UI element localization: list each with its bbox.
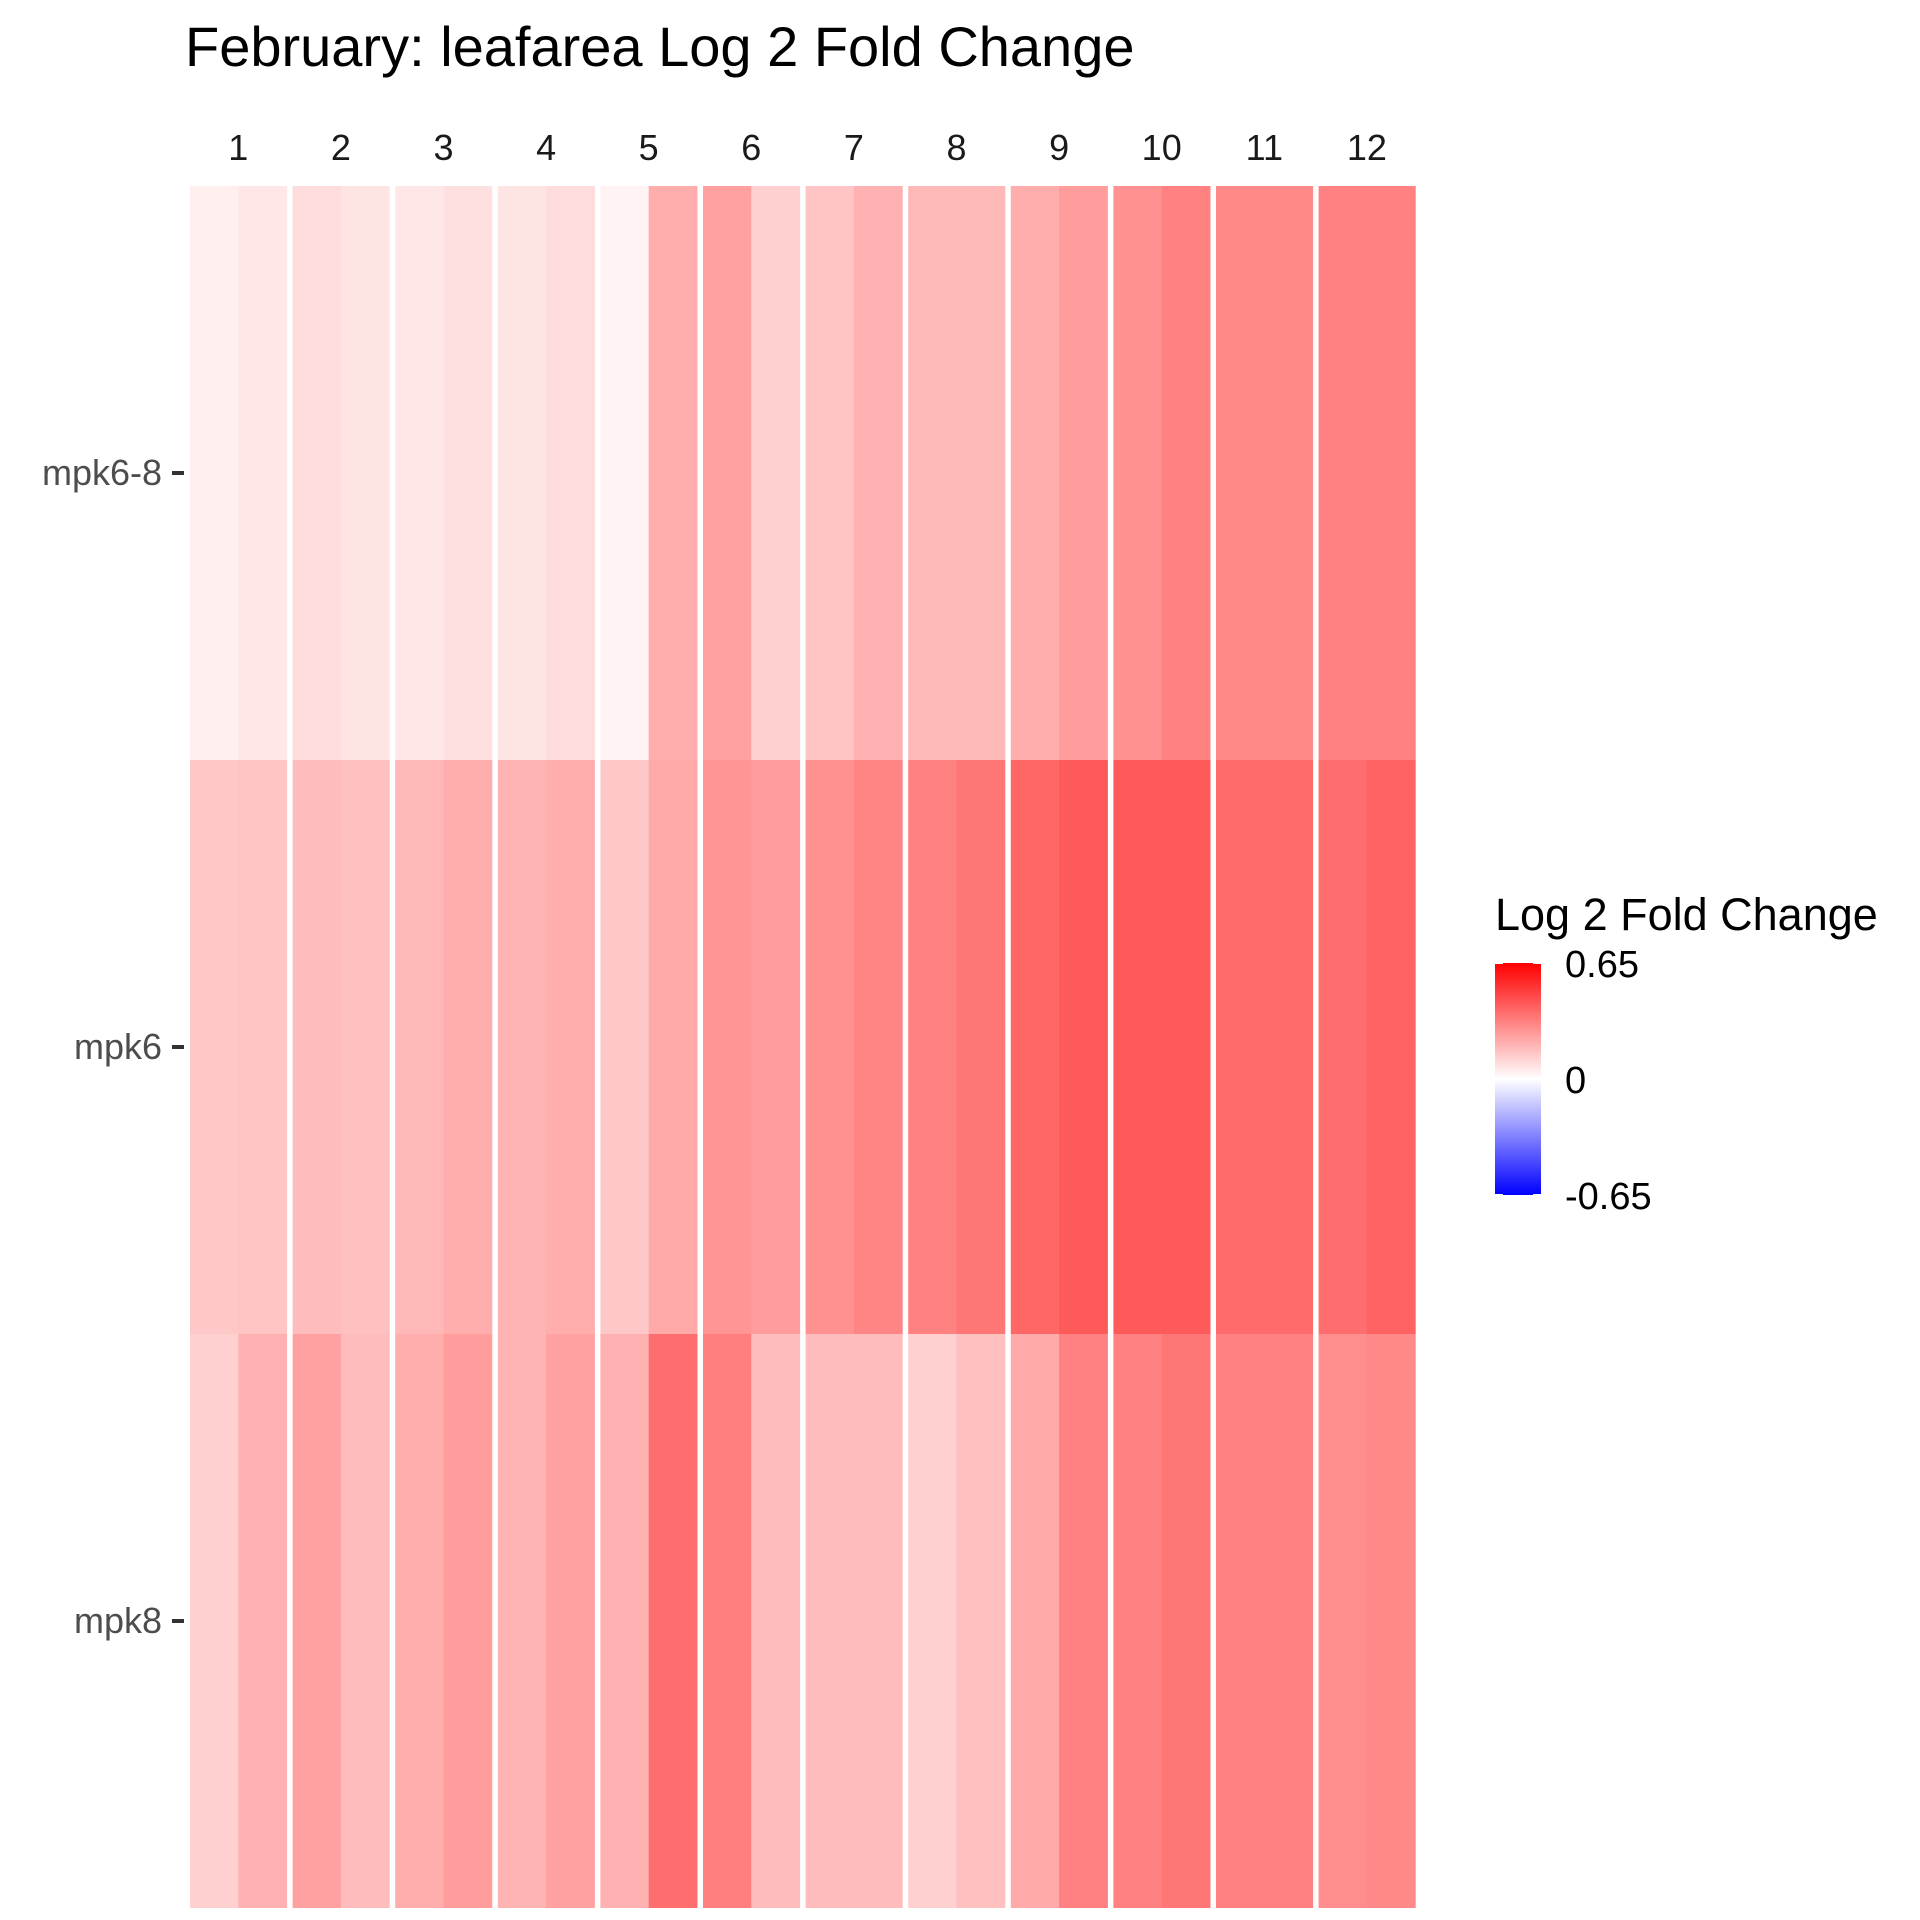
row-label-mpk6-8: mpk6-8 — [42, 452, 162, 493]
heatmap-cell-mpk6-8-col8-sub2 — [956, 186, 1006, 760]
legend-title: Log 2 Fold Change — [1495, 889, 1878, 940]
heatmap-cell-mpk8-col3-sub2 — [443, 1334, 493, 1908]
heatmap-cell-mpk6-8-col9-sub1 — [1010, 186, 1060, 760]
heatmap-cell-mpk6-8-col7-sub2 — [853, 186, 903, 760]
heatmap-cell-mpk8-col7-sub1 — [805, 1334, 855, 1908]
heatmap-cell-mpk8-col11-sub2 — [1264, 1334, 1314, 1908]
legend-tick-label-0: 0 — [1565, 1060, 1586, 1102]
heatmap-cell-mpk8-col10-sub2 — [1161, 1334, 1211, 1908]
heatmap-cells — [190, 186, 1416, 1908]
heatmap-cell-mpk6-col1-sub2 — [238, 760, 288, 1334]
legend-tick-label-0.65: 0.65 — [1565, 944, 1639, 986]
column-label-8: 8 — [946, 127, 966, 168]
heatmap-cell-mpk6-8-col6-sub1 — [703, 186, 752, 760]
heatmap-cell-mpk8-col10-sub1 — [1113, 1334, 1163, 1908]
heatmap-cell-mpk6-8-col10-sub2 — [1161, 186, 1211, 760]
row-labels: mpk6-8 mpk6 mpk8 — [42, 452, 184, 1641]
heatmap-cell-mpk6-col10-sub2 — [1161, 760, 1211, 1334]
heatmap-cell-mpk6-8-col8-sub1 — [908, 186, 957, 760]
heatmap-cell-mpk8-col5-sub1 — [600, 1334, 650, 1908]
heatmap-cell-mpk6-8-col11-sub2 — [1264, 186, 1314, 760]
heatmap-cell-mpk6-8-col5-sub2 — [648, 186, 698, 760]
heatmap-cell-mpk6-col4-sub2 — [546, 760, 595, 1334]
heatmap-cell-mpk6-col12-sub1 — [1318, 760, 1368, 1334]
heatmap-cell-mpk8-col2-sub1 — [292, 1334, 342, 1908]
heatmap-cell-mpk6-col6-sub1 — [703, 760, 752, 1334]
column-label-12: 12 — [1347, 127, 1387, 168]
heatmap-cell-mpk6-col4-sub1 — [497, 760, 547, 1334]
heatmap-cell-mpk6-col3-sub2 — [443, 760, 493, 1334]
heatmap-cell-mpk6-8-col1-sub1 — [190, 186, 239, 760]
column-labels: 1 2 3 4 5 6 7 8 9 10 11 12 — [228, 127, 1387, 168]
chart-title: February: leafarea Log 2 Fold Change — [185, 15, 1135, 78]
column-label-6: 6 — [741, 127, 761, 168]
heatmap-cell-mpk6-col7-sub1 — [805, 760, 855, 1334]
heatmap-cell-mpk8-col5-sub2 — [648, 1334, 698, 1908]
heatmap-cell-mpk6-col8-sub2 — [956, 760, 1006, 1334]
column-label-2: 2 — [331, 127, 351, 168]
heatmap-cell-mpk8-col9-sub1 — [1010, 1334, 1060, 1908]
column-label-10: 10 — [1142, 127, 1182, 168]
heatmap-cell-mpk6-8-col10-sub1 — [1113, 186, 1163, 760]
column-label-5: 5 — [639, 127, 659, 168]
heatmap-cell-mpk6-col2-sub2 — [340, 760, 390, 1334]
heatmap-cell-mpk6-col11-sub1 — [1216, 760, 1265, 1334]
heatmap-cell-mpk8-col12-sub2 — [1366, 1334, 1416, 1908]
heatmap-cell-mpk8-col6-sub1 — [703, 1334, 752, 1908]
heatmap-cell-mpk8-col8-sub2 — [956, 1334, 1006, 1908]
heatmap-cell-mpk6-col6-sub2 — [751, 760, 801, 1334]
heatmap-cell-mpk6-8-col7-sub1 — [805, 186, 855, 760]
heatmap-cell-mpk6-col10-sub1 — [1113, 760, 1163, 1334]
heatmap-cell-mpk6-8-col4-sub1 — [497, 186, 547, 760]
heatmap-cell-mpk6-8-col5-sub1 — [600, 186, 650, 760]
row-label-mpk6: mpk6 — [74, 1026, 162, 1067]
heatmap-cell-mpk6-col11-sub2 — [1264, 760, 1314, 1334]
heatmap-cell-mpk8-col9-sub2 — [1059, 1334, 1108, 1908]
heatmap-cell-mpk6-col9-sub1 — [1010, 760, 1060, 1334]
heatmap-cell-mpk6-8-col9-sub2 — [1059, 186, 1108, 760]
heatmap-cell-mpk6-col5-sub2 — [648, 760, 698, 1334]
heatmap-cell-mpk6-8-col6-sub2 — [751, 186, 801, 760]
column-label-11: 11 — [1246, 127, 1283, 168]
heatmap-cell-mpk8-col4-sub1 — [497, 1334, 547, 1908]
heatmap-cell-mpk8-col2-sub2 — [340, 1334, 390, 1908]
heatmap-cell-mpk8-col1-sub1 — [190, 1334, 239, 1908]
column-label-4: 4 — [536, 127, 556, 168]
color-legend: Log 2 Fold Change 0.65 0 -0.65 — [1495, 889, 1878, 1218]
heatmap-cell-mpk6-8-col12-sub1 — [1318, 186, 1368, 760]
column-label-9: 9 — [1049, 127, 1069, 168]
heatmap-cell-mpk6-col8-sub1 — [908, 760, 957, 1334]
heatmap-cell-mpk6-col9-sub2 — [1059, 760, 1108, 1334]
heatmap-cell-mpk6-8-col2-sub2 — [340, 186, 390, 760]
heatmap-cell-mpk8-col7-sub2 — [853, 1334, 903, 1908]
heatmap-cell-mpk6-8-col3-sub2 — [443, 186, 493, 760]
legend-ticks: 0.65 0 -0.65 — [1495, 944, 1652, 1218]
heatmap-cell-mpk8-col1-sub2 — [238, 1334, 288, 1908]
heatmap-cell-mpk6-8-col12-sub2 — [1366, 186, 1416, 760]
heatmap-cell-mpk6-col2-sub1 — [292, 760, 342, 1334]
column-label-3: 3 — [433, 127, 453, 168]
heatmap-cell-mpk6-col1-sub1 — [190, 760, 239, 1334]
heatmap-cell-mpk8-col11-sub1 — [1216, 1334, 1265, 1908]
heatmap-cell-mpk8-col12-sub1 — [1318, 1334, 1368, 1908]
heatmap-cell-mpk8-col6-sub2 — [751, 1334, 801, 1908]
heatmap-cell-mpk8-col4-sub2 — [546, 1334, 595, 1908]
heatmap-cell-mpk6-8-col1-sub2 — [238, 186, 288, 760]
heatmap-cell-mpk6-8-col11-sub1 — [1216, 186, 1265, 760]
column-label-7: 7 — [844, 127, 864, 168]
heatmap-cell-mpk6-col12-sub2 — [1366, 760, 1416, 1334]
heatmap-cell-mpk6-col3-sub1 — [395, 760, 444, 1334]
legend-tick-label--0.65: -0.65 — [1565, 1176, 1652, 1218]
heatmap-cell-mpk6-8-col2-sub1 — [292, 186, 342, 760]
heatmap-cell-mpk6-8-col4-sub2 — [546, 186, 595, 760]
heatmap-cell-mpk6-col7-sub2 — [853, 760, 903, 1334]
heatmap-cell-mpk8-col8-sub1 — [908, 1334, 957, 1908]
column-label-1: 1 — [228, 127, 248, 168]
heatmap-cell-mpk6-col5-sub1 — [600, 760, 650, 1334]
heatmap-cell-mpk8-col3-sub1 — [395, 1334, 444, 1908]
heatmap-cell-mpk6-8-col3-sub1 — [395, 186, 444, 760]
row-label-mpk8: mpk8 — [74, 1600, 162, 1641]
